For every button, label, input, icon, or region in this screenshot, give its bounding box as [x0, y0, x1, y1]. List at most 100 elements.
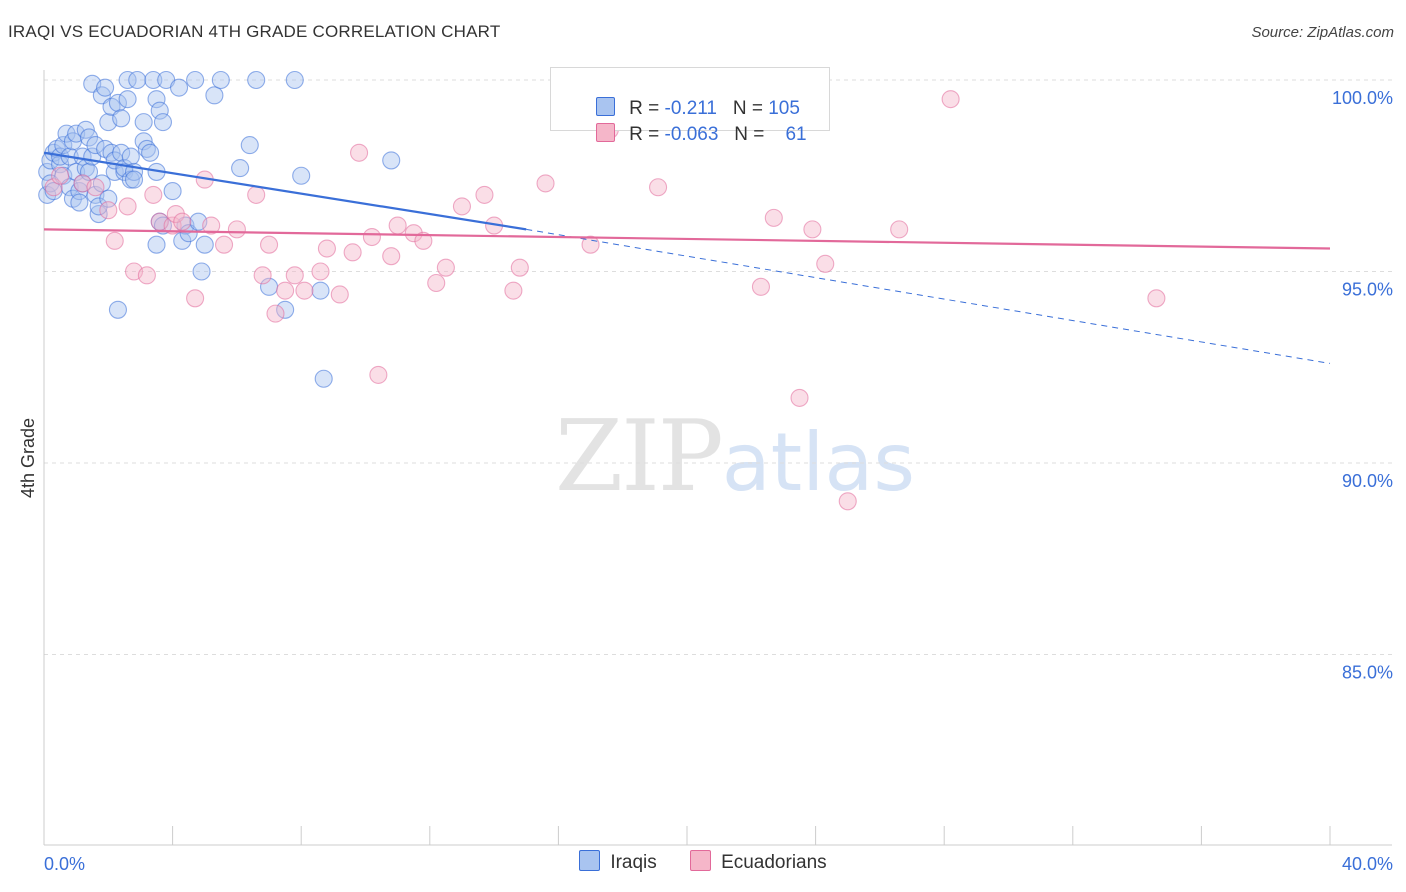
ecuadorian-point: [173, 212, 192, 231]
legend-r-label: R =: [629, 124, 660, 145]
iraqi-trend-extension: [526, 228, 1331, 364]
iraqi-point: [153, 113, 173, 132]
source-label: Source: ZipAtlas.com: [1251, 24, 1394, 41]
iraqi-point: [150, 101, 169, 120]
watermark-zip: ZIP: [555, 400, 724, 514]
iraqi-point: [124, 170, 144, 189]
x-tick-label: 0.0%: [44, 854, 85, 874]
ecuadorian-point: [452, 197, 472, 216]
ecuadorian-point: [202, 216, 221, 235]
iraqi-point: [382, 151, 401, 170]
ecuadorian-point: [214, 235, 234, 254]
y-tick-label: 85.0%: [1342, 663, 1393, 683]
iraqi-point: [186, 70, 205, 90]
iraqi-point: [86, 136, 105, 155]
ecuadorian-point: [790, 388, 809, 407]
ecuadorian-point: [276, 281, 295, 300]
y-axis-label: 4th Grade: [18, 418, 38, 498]
y-tick-label: 95.0%: [1342, 280, 1393, 300]
ecuadorian-point: [330, 285, 349, 304]
ecuadorian-point: [166, 205, 185, 224]
iraqi-point: [70, 193, 89, 212]
legend-n-value: 61: [785, 124, 807, 145]
iraqi-point: [311, 281, 330, 300]
legend-n-label: N =: [732, 98, 763, 119]
axes: [43, 70, 1392, 846]
ecuadorian-point: [51, 166, 70, 185]
watermark-atlas: atlas: [721, 416, 916, 509]
iraqi-point: [169, 78, 189, 97]
iraqi-point: [118, 70, 137, 90]
ecuadorian-point: [137, 266, 156, 285]
y-tick-label: 90.0%: [1342, 471, 1393, 491]
iraqi-point: [211, 70, 230, 90]
legend-row-iraqis: R = -0.211 N = 105: [575, 75, 800, 119]
legend-item-ecuadorians[interactable]: Ecuadorians: [690, 850, 827, 874]
ecuadorian-point: [350, 143, 369, 162]
ecuadorian-point: [362, 227, 381, 247]
legend-label-ecuadorians: Ecuadorians: [721, 852, 827, 873]
iraqi-point: [147, 235, 166, 254]
iraqi-point: [54, 136, 73, 155]
iraqi-point: [115, 162, 134, 181]
ecuadorian-point: [751, 277, 770, 296]
ecuadorian-point: [475, 185, 494, 204]
series-legend: Iraqis Ecuadorians: [0, 850, 1406, 874]
ecuadorian-point: [1147, 289, 1166, 308]
ecuadorian-point: [105, 231, 124, 250]
iraqi-point: [141, 143, 160, 162]
ecuadorian-point: [388, 216, 407, 235]
iraqi-point: [276, 300, 295, 319]
correlation-legend: R = -0.211 N = 105 R = -0.063 N = 61: [550, 67, 830, 145]
ecuadorian-point: [343, 243, 362, 262]
legend-n-label: N =: [734, 124, 765, 145]
ecuadorian-point: [838, 492, 857, 511]
iraqi-point: [108, 93, 127, 113]
iraqi-point: [205, 86, 224, 105]
ecuadorian-point: [941, 90, 960, 109]
iraqi-point: [147, 90, 166, 109]
ecuadorian-point: [44, 178, 63, 197]
ecuadorian-point: [764, 208, 783, 227]
ecuadorian-point: [259, 235, 279, 254]
ecuadorian-point: [369, 365, 388, 384]
iraqi-point: [112, 109, 131, 128]
ecuadorian-point: [649, 178, 668, 197]
iraqi-point: [96, 78, 115, 97]
iraqi-point: [89, 205, 108, 224]
ecuadorian-point: [536, 174, 555, 193]
legend-r-value: -0.063: [664, 124, 719, 145]
ecuadorian-point: [317, 239, 336, 258]
ecuadorian-point: [311, 262, 330, 281]
iraqi-point: [134, 113, 153, 132]
ecuadorian-point: [382, 247, 401, 266]
x-tick-label: 40.0%: [1342, 854, 1393, 874]
ecuadorian-point: [890, 220, 909, 239]
iraqi-point: [192, 262, 211, 281]
watermark: ZIPatlas: [555, 400, 915, 514]
ecuadorian-point: [247, 185, 266, 204]
legend-r-value: -0.211: [664, 98, 717, 119]
iraqi-point: [121, 147, 140, 166]
legend-n-value: 105: [768, 98, 800, 119]
iraqi-point: [144, 70, 163, 90]
legend-r-label: R =: [629, 98, 660, 119]
iraqi-trend-line: [43, 151, 527, 231]
ecuadorian-point: [404, 224, 423, 243]
iraqi-point: [79, 162, 99, 181]
ecuadorian-point: [253, 266, 272, 285]
data-points: [38, 70, 1166, 511]
ecuadorian-point: [118, 197, 137, 216]
legend-swatch-ecuadorians: [690, 850, 712, 871]
ecuadorian-point: [266, 304, 285, 323]
y-tick-label: 100.0%: [1332, 88, 1393, 108]
chart-title: IRAQI VS ECUADORIAN 4TH GRADE CORRELATIO…: [8, 22, 501, 41]
iraqi-point: [195, 235, 214, 254]
iraqi-point: [285, 70, 304, 90]
iraqi-point: [112, 143, 131, 162]
ecuadorian-point: [285, 266, 304, 285]
legend-item-iraqis[interactable]: Iraqis: [579, 850, 657, 874]
ecuadorian-point: [504, 281, 523, 300]
iraqi-point: [108, 300, 127, 319]
